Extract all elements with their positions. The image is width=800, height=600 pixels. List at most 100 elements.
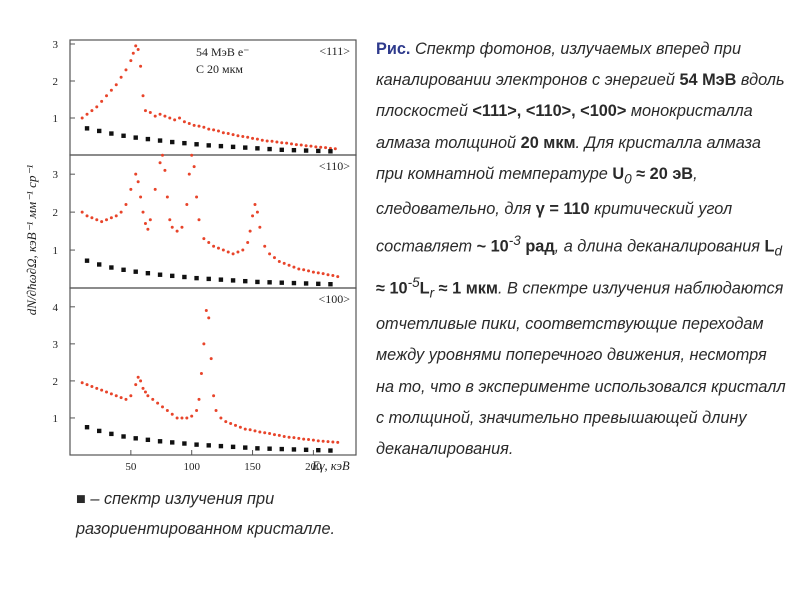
oriented-point bbox=[163, 168, 167, 172]
oriented-point bbox=[170, 412, 174, 416]
oriented-point bbox=[168, 218, 172, 222]
oriented-point bbox=[158, 161, 162, 165]
plane-label: <100> bbox=[318, 292, 350, 306]
caption-u-value: ≈ 20 эВ bbox=[631, 164, 694, 183]
oriented-point bbox=[190, 153, 194, 157]
random-point bbox=[279, 446, 284, 452]
oriented-point bbox=[199, 372, 203, 375]
oriented-point bbox=[238, 425, 242, 429]
oriented-point bbox=[326, 440, 330, 444]
oriented-point bbox=[202, 125, 206, 129]
oriented-point bbox=[331, 440, 335, 444]
oriented-point bbox=[95, 105, 99, 109]
random-point bbox=[230, 444, 236, 450]
figure-caption: Рис. Спектр фотонов, излучаемых вперед п… bbox=[376, 34, 786, 465]
caption-ld-value: ≈ 1 мкм bbox=[434, 279, 498, 298]
caption-thickness: 20 мкм bbox=[520, 133, 576, 152]
x-tick-label: 50 bbox=[125, 461, 137, 473]
random-point bbox=[121, 434, 126, 439]
random-point bbox=[303, 281, 309, 286]
oriented-point bbox=[307, 437, 311, 441]
oriented-point bbox=[168, 116, 172, 120]
y-tick-label: 3 bbox=[53, 169, 59, 181]
oriented-point bbox=[119, 75, 123, 79]
oriented-point bbox=[212, 394, 216, 398]
oriented-point bbox=[134, 172, 138, 176]
oriented-point bbox=[141, 210, 145, 214]
oriented-point bbox=[277, 433, 281, 437]
oriented-point bbox=[141, 386, 145, 390]
plot-layer: 1 2 3 <111> 54 МэВ e⁻ C 20 мкм 1 2 3 <110> 1 2 3 4 <10… bbox=[53, 39, 357, 473]
caption-text-8: . В спектре излучения наблюдаются отчетл… bbox=[376, 279, 786, 459]
caption-angle-exponent: -3 bbox=[508, 233, 521, 249]
oriented-point bbox=[297, 267, 301, 271]
oriented-point bbox=[109, 216, 113, 220]
caption-energy: 54 МэВ bbox=[679, 71, 737, 90]
random-point bbox=[157, 439, 163, 444]
random-point bbox=[243, 145, 248, 150]
oriented-point bbox=[292, 436, 296, 440]
caption-head: Рис. bbox=[376, 40, 411, 58]
plane-label: <111> bbox=[319, 44, 350, 58]
oriented-point bbox=[160, 153, 164, 157]
y-tick-label: 3 bbox=[53, 339, 59, 351]
random-point bbox=[206, 143, 211, 148]
oriented-point bbox=[192, 165, 196, 169]
oriented-point bbox=[100, 99, 104, 103]
oriented-point bbox=[146, 227, 150, 231]
random-point bbox=[121, 267, 126, 272]
oriented-point bbox=[114, 83, 118, 87]
oriented-point bbox=[163, 114, 167, 118]
oriented-point bbox=[229, 422, 233, 426]
oriented-point bbox=[175, 229, 179, 233]
oriented-point bbox=[95, 218, 99, 222]
random-point bbox=[267, 280, 272, 285]
oriented-point bbox=[224, 420, 228, 424]
plane-label: <110> bbox=[319, 159, 350, 173]
random-point bbox=[267, 446, 272, 451]
oriented-point bbox=[173, 118, 177, 122]
caption-text-3: монокристалла алмаза толщиной bbox=[376, 102, 753, 152]
random-point bbox=[145, 437, 151, 443]
oriented-point bbox=[221, 248, 225, 252]
oriented-point bbox=[143, 109, 147, 113]
oriented-point bbox=[311, 438, 315, 442]
legend-square-icon: ■ bbox=[76, 490, 86, 508]
oriented-point bbox=[299, 143, 303, 147]
random-point bbox=[109, 131, 114, 136]
random-point bbox=[255, 146, 260, 151]
random-point bbox=[255, 279, 260, 285]
random-point bbox=[230, 144, 236, 150]
oriented-point bbox=[328, 146, 332, 150]
oriented-point bbox=[175, 416, 179, 420]
random-point bbox=[133, 135, 138, 140]
oriented-point bbox=[216, 246, 220, 250]
caption-u-subscript: 0 bbox=[624, 171, 632, 187]
oriented-point bbox=[131, 51, 135, 55]
oriented-point bbox=[297, 436, 301, 440]
oriented-point bbox=[251, 214, 255, 218]
oriented-point bbox=[90, 384, 94, 388]
oriented-point bbox=[190, 414, 194, 418]
oriented-point bbox=[209, 357, 213, 361]
oriented-point bbox=[333, 147, 337, 151]
random-point bbox=[230, 278, 236, 283]
oriented-point bbox=[148, 218, 152, 222]
caption-ld-subscript: d bbox=[774, 244, 782, 260]
oriented-point bbox=[285, 141, 289, 145]
random-point bbox=[328, 149, 333, 154]
oriented-point bbox=[180, 416, 184, 420]
oriented-point bbox=[214, 409, 218, 413]
oriented-point bbox=[90, 216, 94, 220]
caption-u-symbol: U bbox=[612, 164, 625, 183]
oriented-point bbox=[253, 203, 257, 207]
oriented-point bbox=[275, 140, 279, 144]
legend-note: ■ – спектр излучения при разориентирован… bbox=[76, 484, 346, 544]
oriented-point bbox=[207, 127, 211, 131]
oriented-point bbox=[124, 397, 128, 401]
oriented-point bbox=[302, 437, 306, 441]
oriented-point bbox=[221, 131, 225, 135]
oriented-point bbox=[287, 435, 291, 439]
oriented-point bbox=[204, 309, 208, 313]
